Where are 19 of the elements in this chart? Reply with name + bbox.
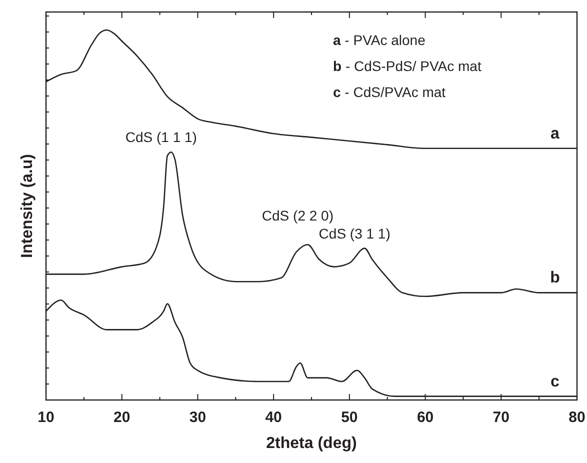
- annotation: CdS (3 1 1): [318, 225, 390, 242]
- x-tick-label: 70: [492, 409, 510, 426]
- x-tick-label: 60: [416, 409, 434, 426]
- annotation: CdS (2 2 0): [262, 207, 334, 224]
- x-tick-label: 10: [38, 409, 54, 426]
- x-tick-label: 80: [568, 409, 586, 426]
- series-label: c: [550, 373, 560, 390]
- x-tick-label: 20: [114, 409, 130, 426]
- x-axis-title: 2theta (deg): [266, 435, 357, 452]
- annotation: CdS (1 1 1): [125, 129, 197, 146]
- annotation: a - PVAc alone: [333, 32, 426, 48]
- x-tick-label: 50: [341, 409, 358, 426]
- x-tick-label: 30: [189, 409, 206, 426]
- y-axis-title: Intensity (a.u): [19, 154, 36, 258]
- annotation: c - CdS/PVAc mat: [333, 84, 446, 100]
- series-label: a: [550, 125, 560, 142]
- series-label: b: [550, 270, 560, 287]
- x-tick-label: 40: [265, 409, 282, 426]
- annotation: b - CdS-PdS/ PVAc mat: [333, 58, 482, 74]
